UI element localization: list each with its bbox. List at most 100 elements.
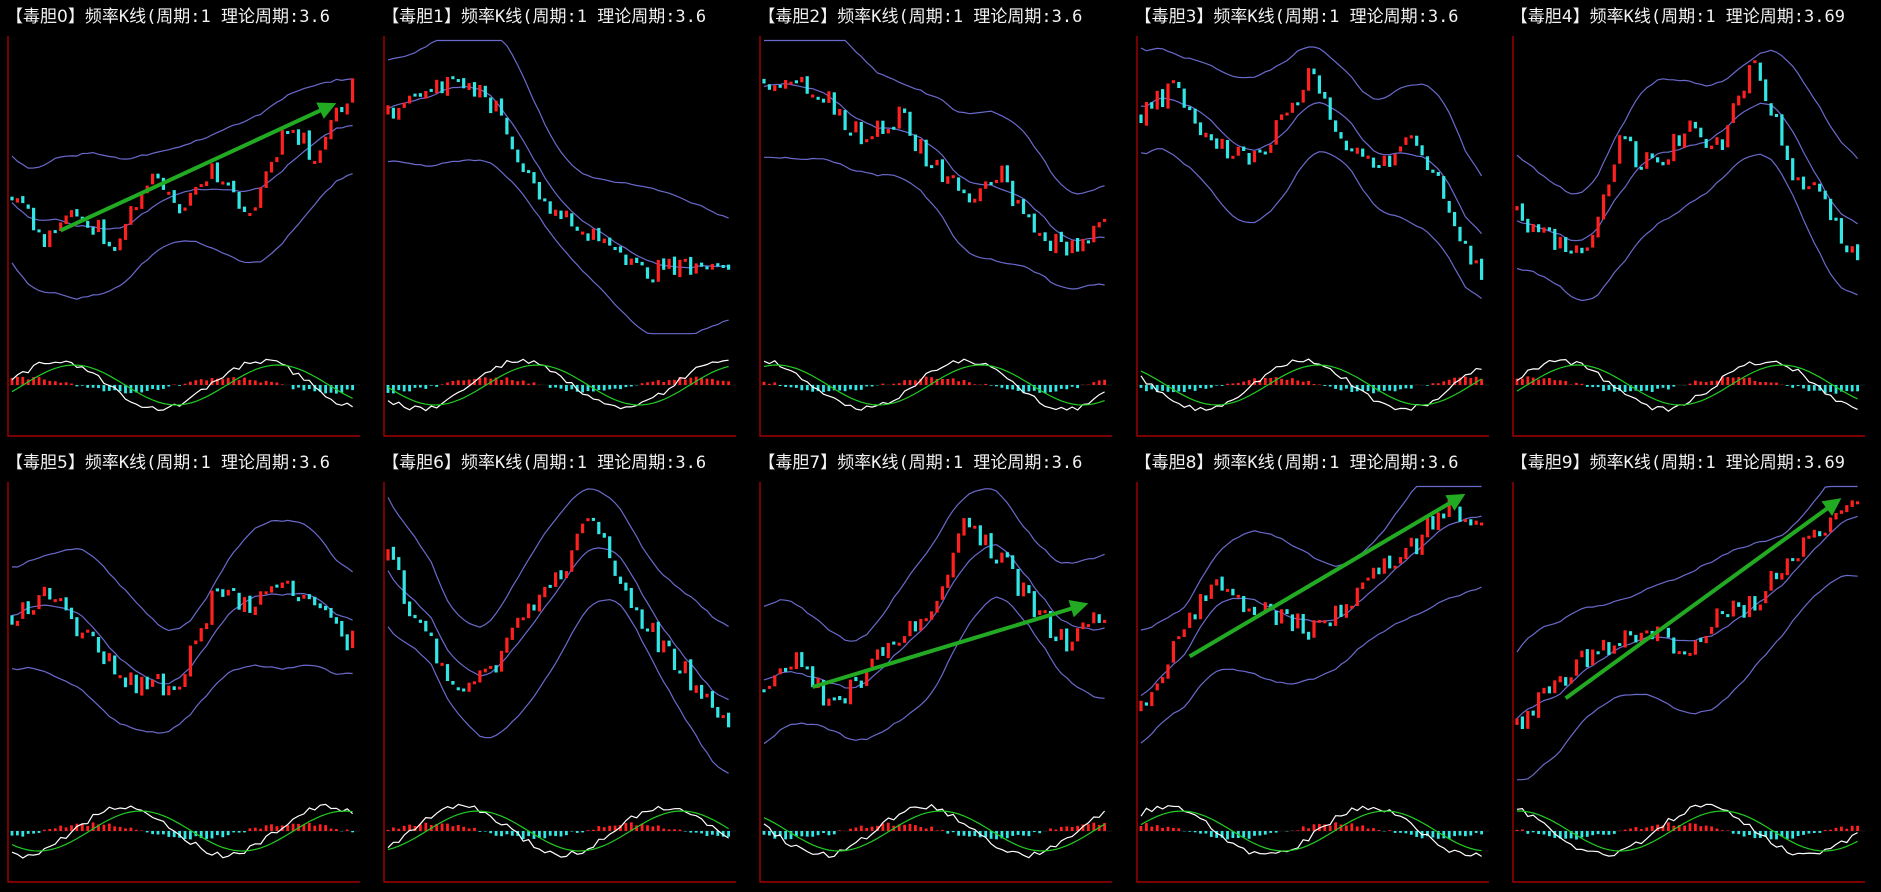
candle [789, 81, 793, 85]
candle [678, 670, 682, 674]
candle [1103, 218, 1107, 222]
candle [418, 619, 423, 623]
macd-bar [243, 831, 246, 833]
macd-bar [521, 831, 525, 840]
candle [914, 621, 918, 632]
macd-bar [962, 831, 966, 836]
macd-bar [1542, 378, 1546, 385]
chart-panel-1: 【毒胆1】频率K线(周期:1 理论周期:3.6 [376, 0, 752, 446]
macd-bar [1166, 826, 1169, 831]
candle [483, 668, 488, 673]
candle [1763, 591, 1768, 604]
candle [59, 222, 63, 231]
band-middle [11, 124, 353, 230]
candle [1403, 547, 1408, 560]
macd-bar [1458, 377, 1461, 385]
macd-bar [313, 385, 317, 392]
candle [456, 79, 461, 82]
macd-bar [952, 831, 955, 833]
macd-bar [340, 385, 344, 393]
macd-bar [226, 377, 230, 385]
macd-bar [1726, 377, 1729, 385]
band-lower [1516, 574, 1858, 781]
panel-chart-svg [759, 482, 1113, 883]
macd-bar [1699, 826, 1702, 831]
macd-bar [527, 831, 531, 837]
candle [995, 559, 999, 564]
candle [1682, 651, 1686, 655]
macd-bar [1333, 385, 1337, 389]
macd-bar [1322, 824, 1326, 831]
macd-bar [716, 831, 720, 836]
macd-bar [1306, 380, 1310, 385]
macd-bar [608, 825, 612, 831]
candle [930, 165, 934, 169]
macd-bar [162, 385, 165, 389]
macd-bar [1672, 825, 1675, 831]
candle [1033, 213, 1037, 233]
candle [1414, 538, 1418, 555]
candle [264, 591, 268, 595]
macd-bar [1672, 385, 1675, 387]
candle [280, 130, 284, 155]
candle [1398, 146, 1402, 152]
candle [1087, 624, 1091, 628]
macd-bar [134, 385, 138, 393]
panel-axis [383, 482, 737, 883]
candle [903, 108, 907, 113]
chart-panel-7: 【毒胆7】频率K线(周期:1 理论周期:3.6 [752, 446, 1128, 892]
macd-bar [597, 385, 601, 390]
candle [700, 262, 704, 267]
macd-bar [419, 824, 422, 831]
macd-bar [70, 383, 73, 385]
macd-dea-line [764, 364, 1106, 406]
macd-bar [1360, 385, 1364, 392]
macd-bar [329, 385, 333, 393]
macd-bar [1144, 385, 1148, 392]
candle [1338, 604, 1343, 617]
candle [1144, 702, 1148, 706]
candle [113, 247, 117, 251]
candle [500, 650, 504, 672]
macd-bar [484, 831, 487, 832]
candle [843, 698, 848, 704]
candle [795, 80, 799, 84]
candle [302, 594, 306, 599]
candle [340, 107, 344, 113]
candle [1817, 183, 1822, 192]
panel-label: 频率K线(周期:1 理论周期:3.6 [837, 7, 1083, 27]
candle [989, 533, 994, 559]
macd-bar [973, 831, 977, 836]
macd-bar [1387, 385, 1391, 391]
macd-bar [838, 830, 842, 831]
macd-bar [624, 385, 628, 388]
candle [586, 233, 590, 241]
band-middle [1516, 102, 1858, 242]
candle [351, 78, 355, 103]
candle [1252, 150, 1256, 163]
candle [795, 652, 799, 669]
candle [1006, 165, 1010, 183]
candle [602, 533, 607, 538]
candle [1468, 245, 1472, 265]
candle [107, 241, 111, 247]
candle [494, 100, 498, 112]
macd-bar [189, 381, 192, 385]
candle [716, 263, 720, 267]
macd-bar [935, 378, 939, 385]
candle [1214, 138, 1218, 149]
macd-bar [1726, 830, 1729, 831]
candle [1747, 596, 1751, 618]
band-lower [11, 173, 353, 300]
macd-bar [865, 385, 869, 387]
candle [1081, 622, 1085, 630]
candle [700, 684, 704, 699]
candle [827, 91, 831, 103]
macd-bar [1479, 379, 1483, 385]
macd-bar [575, 385, 579, 392]
macd-bar [194, 380, 198, 385]
candle [494, 665, 498, 673]
candle [532, 172, 536, 184]
macd-bar [700, 831, 704, 834]
macd-bar [1295, 380, 1299, 385]
